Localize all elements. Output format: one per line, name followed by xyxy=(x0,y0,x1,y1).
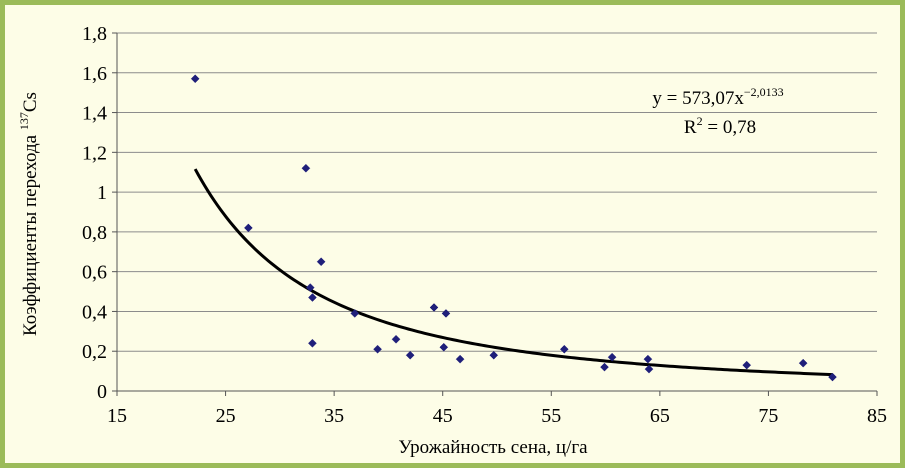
data-point xyxy=(373,344,382,354)
trend-r-squared: R2 = 0,78 xyxy=(684,114,756,138)
data-point xyxy=(455,354,465,364)
x-tick-label: 75 xyxy=(758,405,778,427)
y-tick-label: 1,2 xyxy=(82,142,107,164)
data-point xyxy=(489,350,499,360)
data-point xyxy=(644,364,654,374)
y-tick-label: 1,4 xyxy=(82,103,107,125)
y-tick-label: 0,2 xyxy=(82,341,107,363)
trendline xyxy=(193,168,833,377)
data-point xyxy=(316,257,326,267)
data-point xyxy=(828,372,837,382)
x-tick-label: 25 xyxy=(216,405,236,427)
y-tick-label: 0,4 xyxy=(82,301,107,323)
x-tick-label: 35 xyxy=(324,405,344,427)
data-point xyxy=(798,358,808,368)
data-point xyxy=(405,350,415,360)
data-point xyxy=(559,344,569,354)
x-tick-label: 55 xyxy=(541,405,561,427)
data-point xyxy=(391,334,401,344)
data-point xyxy=(305,283,315,292)
x-tick-labels: 15 25 35 45 55 65 75 85 xyxy=(107,391,887,427)
grid-lines xyxy=(117,32,877,352)
y-tick-label: 0,6 xyxy=(82,262,107,284)
data-point xyxy=(350,309,360,318)
data-point xyxy=(190,74,200,84)
y-tick-label: 0,8 xyxy=(82,222,107,244)
data-point xyxy=(439,342,449,352)
x-axis-title: Урожайность сена, ц/га xyxy=(398,437,588,458)
data-point xyxy=(643,354,653,364)
trend-equation: y = 573,07x−2,0133 xyxy=(652,85,783,109)
data-point xyxy=(244,223,253,233)
y-tick-label: 1,8 xyxy=(82,23,107,45)
y-tick-label: 1 xyxy=(97,182,107,204)
y-tick-labels: 0 0,2 0,4 0,6 0,8 1 1,2 1,4 1,6 1,8 xyxy=(82,23,117,403)
y-tick-label: 1,6 xyxy=(82,63,107,85)
y-axis-title: Коэффициенты перехода 137Cs xyxy=(17,92,41,336)
data-point xyxy=(429,303,439,312)
data-point xyxy=(308,293,317,302)
x-tick-label: 15 xyxy=(107,405,127,427)
data-points xyxy=(190,74,837,382)
data-point xyxy=(308,338,317,348)
data-point xyxy=(600,362,609,372)
data-point xyxy=(742,360,752,370)
x-tick-label: 85 xyxy=(867,405,887,427)
x-tick-label: 45 xyxy=(433,405,453,427)
y-tick-label: 0 xyxy=(97,381,107,403)
x-tick-label: 65 xyxy=(650,405,670,427)
data-point xyxy=(607,352,617,362)
axes xyxy=(116,33,877,392)
data-point xyxy=(301,163,311,173)
data-point xyxy=(441,309,451,318)
